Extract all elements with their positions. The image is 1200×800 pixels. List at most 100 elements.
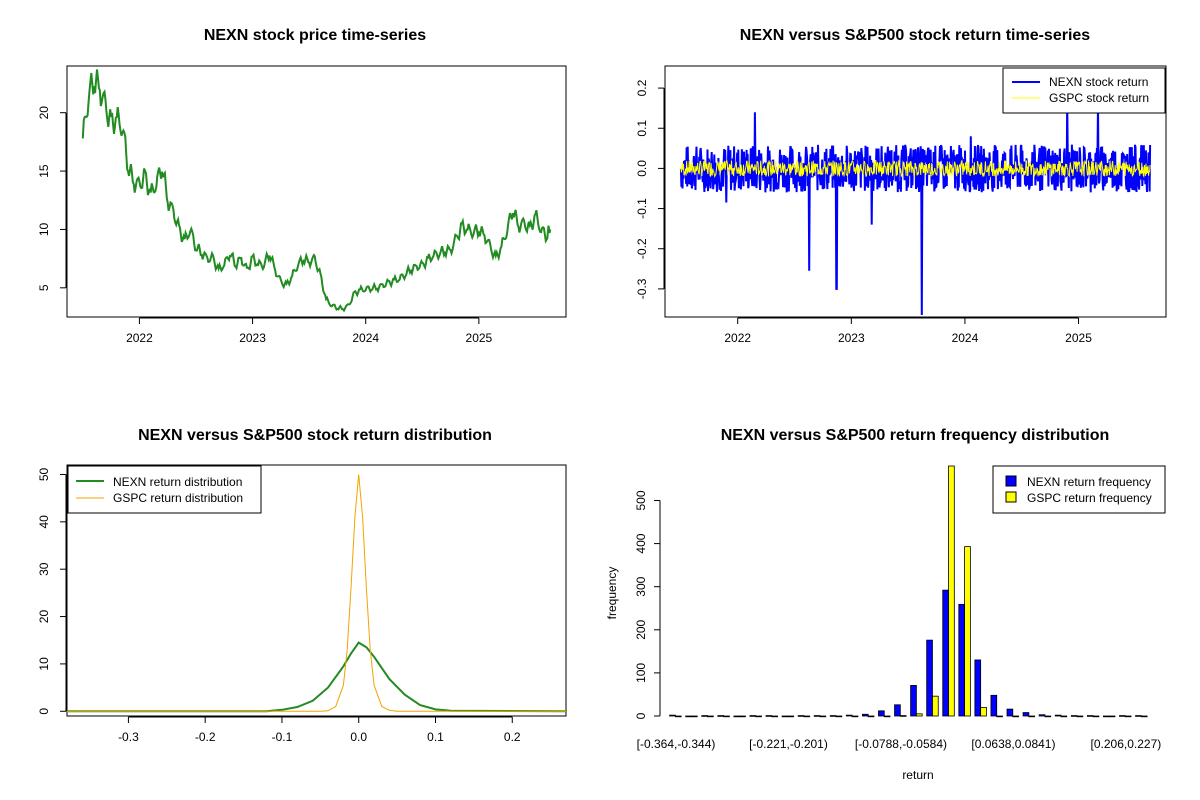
returns-x-axis: 2022 2023 2024 2025 xyxy=(724,317,1092,345)
gspc-frequency-bar xyxy=(1076,715,1084,718)
price-y-tick-label: 5 xyxy=(37,284,51,291)
gspc-frequency-bar xyxy=(723,715,730,718)
gspc-frequency-bar xyxy=(980,706,987,717)
price-x-tick-label: 2022 xyxy=(126,331,153,345)
density-y-tick-label: 50 xyxy=(37,467,51,481)
nexn-frequency-bar xyxy=(926,639,933,717)
nexn-frequency-bar xyxy=(797,715,805,717)
returns-x-tick-label: 2024 xyxy=(952,331,979,345)
nexn-price-line xyxy=(81,69,552,313)
density-x-tick-label: -0.2 xyxy=(195,730,216,744)
returns-x-tick-label: 2022 xyxy=(724,331,751,345)
nexn-frequency-bar xyxy=(1022,712,1030,717)
histogram-y-tick-label: 100 xyxy=(634,663,648,683)
gspc-frequency-bar xyxy=(899,715,907,717)
nexn-frequency-bar xyxy=(1054,714,1062,717)
density-x-axis: -0.3 -0.2 -0.1 0.0 0.1 0.2 xyxy=(118,716,521,744)
histogram-y-tick-label: 0 xyxy=(634,712,648,719)
gspc-frequency-bar xyxy=(1044,715,1052,718)
gspc-frequency-bar xyxy=(755,715,762,718)
gspc-frequency-bar xyxy=(803,715,811,718)
histogram-x-tick-label: [0.206,0.227) xyxy=(1091,737,1162,751)
density-legend-label-gspc: GSPC return distribution xyxy=(113,491,243,505)
gspc-density-line xyxy=(67,474,566,712)
nexn-frequency-bar xyxy=(781,715,789,718)
gspc-frequency-bar xyxy=(739,715,746,718)
histogram-y-tick-label: 300 xyxy=(634,576,648,596)
density-y-axis: 0 10 20 30 40 50 xyxy=(37,467,67,715)
returns-plot-frame xyxy=(664,65,1167,318)
density-y-tick-label: 30 xyxy=(37,562,51,576)
nexn-frequency-bar xyxy=(862,713,869,717)
nexn-frequency-bar xyxy=(1119,715,1126,717)
density-y-tick-label: 10 xyxy=(37,657,51,671)
price-chart-panel: NEXN stock price time-series 5 10 15 20 202… xyxy=(37,27,567,345)
nexn-frequency-bar xyxy=(829,715,837,717)
nexn-frequency-bar xyxy=(717,715,724,717)
gspc-frequency-bar xyxy=(674,715,682,718)
density-plot-frame xyxy=(66,464,567,717)
nexn-frequency-bar xyxy=(685,715,692,718)
price-y-tick-label: 15 xyxy=(37,164,51,178)
histogram-y-axis-title: frequency xyxy=(605,567,619,620)
gspc-frequency-bar xyxy=(707,715,714,718)
histogram-x-tick-label: [0.0638,0.0841) xyxy=(971,737,1055,751)
gspc-frequency-bar xyxy=(691,715,698,718)
density-x-tick-label: -0.1 xyxy=(272,730,293,744)
nexn-frequency-bar xyxy=(701,715,708,717)
price-y-axis: 5 10 15 20 xyxy=(37,106,67,291)
nexn-frequency-bar xyxy=(878,710,885,717)
price-x-tick-label: 2025 xyxy=(466,331,493,345)
price-y-tick-label: 20 xyxy=(37,106,51,120)
histogram-legend: NEXN return frequency GSPC return freque… xyxy=(992,465,1166,514)
histogram-x-tick-label: [-0.0788,-0.0584) xyxy=(855,737,947,751)
density-y-tick-label: 40 xyxy=(37,515,51,529)
price-x-axis: 2022 2023 2024 2025 xyxy=(126,317,493,345)
price-y-tick-label: 10 xyxy=(37,222,51,236)
price-x-tick-label: 2024 xyxy=(352,331,379,345)
returns-y-tick-label: -0.3 xyxy=(635,278,649,299)
nexn-return-line xyxy=(679,100,1152,316)
returns-legend-label-gspc: GSPC stock return xyxy=(1049,91,1149,105)
density-x-tick-label: 0.0 xyxy=(350,730,367,744)
returns-y-tick-label: 0.1 xyxy=(635,120,649,137)
density-y-tick-label: 0 xyxy=(37,708,51,715)
density-chart-title: NEXN versus S&P500 stock return distribu… xyxy=(138,427,492,444)
histogram-y-axis: 0 100 200 300 400 500 xyxy=(634,490,661,719)
nexn-frequency-bar xyxy=(974,659,982,717)
histogram-x-axis-title: return xyxy=(902,768,933,782)
nexn-frequency-bar xyxy=(813,715,821,717)
nexn-frequency-bar xyxy=(1086,715,1094,717)
returns-y-tick-label: 0.2 xyxy=(635,79,649,96)
returns-x-tick-label: 2025 xyxy=(1065,331,1092,345)
returns-y-tick-label: 0.0 xyxy=(635,160,649,177)
histogram-chart-panel: NEXN versus S&P500 return frequency dist… xyxy=(605,427,1166,782)
histogram-x-axis: [-0.364,-0.344) [-0.221,-0.201) [-0.0788,-… xyxy=(637,737,1162,751)
gspc-frequency-bar xyxy=(915,713,923,717)
nexn-frequency-bar xyxy=(669,714,676,717)
returns-x-tick-label: 2023 xyxy=(838,331,865,345)
gspc-frequency-bar xyxy=(996,715,1003,718)
density-y-tick-label: 20 xyxy=(37,610,51,624)
density-chart-panel: NEXN versus S&P500 stock return distribu… xyxy=(37,427,567,744)
returns-chart-panel: NEXN versus S&P500 stock return time-ser… xyxy=(635,27,1167,345)
density-x-tick-label: -0.3 xyxy=(118,730,139,744)
gspc-return-line xyxy=(680,158,1151,179)
nexn-frequency-bar xyxy=(765,715,773,717)
histogram-y-tick-label: 400 xyxy=(634,533,648,553)
gspc-frequency-bar xyxy=(771,715,778,718)
price-plot-frame xyxy=(66,65,567,318)
density-legend-label-nexn: NEXN return distribution xyxy=(113,475,242,489)
gspc-frequency-bar xyxy=(1012,715,1019,718)
gspc-frequency-bar xyxy=(787,715,795,718)
gspc-frequency-bar xyxy=(932,695,939,717)
density-x-tick-label: 0.2 xyxy=(504,730,521,744)
histogram-bars xyxy=(669,465,1148,718)
histogram-x-tick-label: [-0.221,-0.201) xyxy=(749,737,828,751)
histogram-y-tick-label: 500 xyxy=(634,490,648,510)
gspc-frequency-bar xyxy=(867,715,875,718)
returns-chart-title: NEXN versus S&P500 stock return time-ser… xyxy=(740,27,1090,44)
density-legend: NEXN return distribution GSPC return dis… xyxy=(67,465,262,514)
nexn-frequency-bar xyxy=(942,589,949,717)
